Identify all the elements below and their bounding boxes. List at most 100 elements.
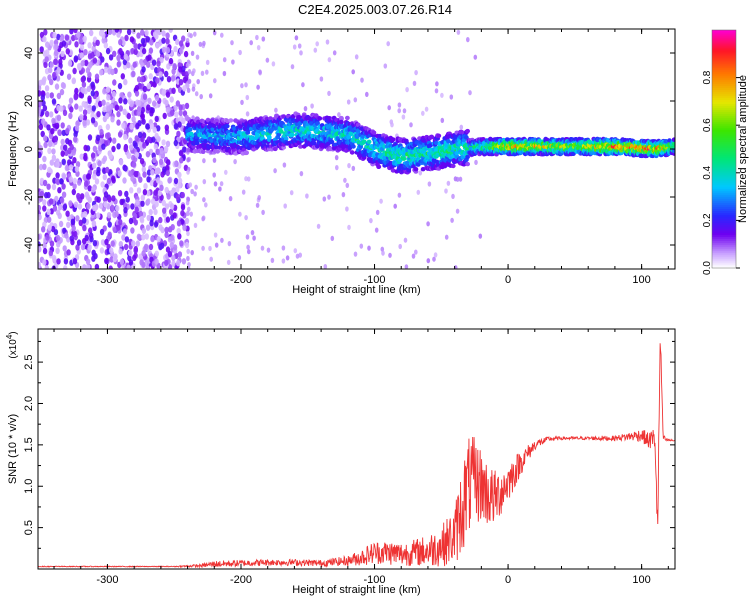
- spectrogram-cell: [72, 177, 78, 185]
- spectrogram-cell: [49, 39, 54, 46]
- spectrogram-cell: [87, 244, 92, 251]
- spectrogram-cell: [131, 240, 136, 247]
- spectrogram-cell: [212, 172, 216, 178]
- spectrogram-cell: [190, 50, 195, 57]
- spectrogram-cell: [50, 128, 55, 135]
- spectrogram-cell: [245, 94, 250, 101]
- spectrogram-cell: [64, 34, 70, 41]
- spectrogram-cell: [81, 100, 86, 108]
- spectrogram-cell: [388, 252, 392, 258]
- spectrogram-cell: [71, 188, 77, 196]
- spectrogram-cell: [316, 223, 321, 229]
- x-tick-label: 100: [632, 574, 650, 586]
- spectrogram-cell: [61, 191, 67, 198]
- spectrogram-cell: [120, 73, 126, 80]
- spectrogram-cell: [351, 165, 356, 171]
- spectrogram-cell: [256, 84, 260, 90]
- spectrogram-cell: [376, 164, 382, 169]
- spectrogram-cell: [70, 218, 76, 225]
- spectrogram-cell: [41, 118, 46, 125]
- spectrogram-cell: [293, 248, 298, 254]
- spectrogram-cell: [116, 224, 121, 231]
- x-tick-label: 100: [632, 274, 650, 286]
- spectrogram-cell: [466, 37, 470, 43]
- spectrogram-cell: [671, 137, 675, 142]
- spectrogram-cell: [199, 94, 203, 100]
- spectrogram-cell: [168, 29, 173, 33]
- spectrogram-cell: [118, 159, 124, 166]
- spectrogram-cell: [122, 177, 127, 184]
- spectrogram-cell: [83, 144, 88, 152]
- spectrogram-cell: [101, 37, 106, 44]
- spectrogram-cell: [53, 58, 59, 65]
- spectrogram-cell: [153, 143, 158, 150]
- spectrogram-cells: [38, 29, 675, 269]
- y-tick-label: 0: [23, 146, 35, 152]
- spectrogram-cell: [73, 56, 79, 63]
- spectrogram-cell: [141, 250, 146, 257]
- spectrogram-cell: [113, 253, 118, 260]
- spectrogram-cell: [172, 62, 177, 70]
- spectrogram-cell: [182, 76, 187, 84]
- spectrogram-cell: [124, 236, 130, 243]
- spectrogram-cell: [85, 258, 91, 265]
- spectrogram-cell: [118, 241, 124, 248]
- spectrogram-cell: [72, 258, 78, 265]
- spectrogram-cell: [139, 158, 145, 165]
- spectrogram-cell: [222, 57, 227, 63]
- spectrogram-cell: [53, 161, 58, 168]
- spectrogram-cell: [444, 188, 448, 194]
- spectrogram-cell: [160, 226, 165, 234]
- spectrogram-cell: [313, 47, 318, 53]
- y-tick-label: 40: [23, 47, 35, 59]
- spectrogram-cell: [46, 191, 51, 199]
- spectrogram-cell: [303, 106, 308, 112]
- spectrogram-cell: [178, 79, 184, 86]
- spectrogram-cell: [110, 116, 115, 123]
- spectrogram-cell: [80, 67, 86, 74]
- spectrogram-cell: [64, 232, 69, 239]
- spectrogram-cell: [250, 135, 255, 140]
- spectrogram-cell: [133, 170, 138, 178]
- spectrogram-cell: [75, 244, 80, 251]
- spectrogram-cell: [170, 75, 176, 82]
- spectrogram-cell: [317, 116, 323, 121]
- spectrogram-cell: [130, 203, 135, 210]
- spectrogram-cell: [404, 264, 409, 269]
- spectrogram-cell: [85, 263, 91, 269]
- spectrogram-cell: [129, 187, 134, 194]
- spectrogram-cell: [38, 151, 42, 159]
- spectrogram-cell: [74, 124, 80, 132]
- spectrogram-cell: [274, 107, 278, 113]
- spectrogram-cell: [49, 159, 54, 166]
- spectrogram-cell: [161, 46, 167, 53]
- spectrogram-cell: [40, 94, 45, 101]
- spectrogram-cell: [327, 194, 331, 200]
- spectrogram-cell: [205, 59, 210, 65]
- x-tick-label: -300: [96, 574, 118, 586]
- spectrogram-cell: [178, 66, 183, 73]
- spectrogram-cell: [132, 61, 137, 68]
- spectrogram-cell: [224, 169, 228, 175]
- spectrogram-cell: [465, 161, 470, 167]
- spectrogram-cell: [55, 122, 60, 129]
- spectrogram-cell: [285, 255, 290, 261]
- spectrogram-cell: [42, 36, 47, 43]
- spectrogram-cell: [140, 29, 145, 36]
- spectrogram-cell: [162, 166, 167, 173]
- spectrogram-cell: [102, 88, 107, 95]
- x-tick-label: -200: [230, 274, 252, 286]
- spectrogram-cell: [84, 180, 89, 187]
- spectrogram-cell: [42, 105, 48, 112]
- spectrogram-cell: [72, 67, 77, 75]
- spectrogram-cell: [198, 41, 203, 47]
- spectrogram-cell: [112, 50, 117, 57]
- spectrogram-cell: [121, 39, 126, 46]
- spectrogram-cell: [184, 217, 190, 225]
- spectrogram-cell: [179, 157, 184, 164]
- spectrogram-cell: [131, 161, 137, 168]
- spectrogram-cell: [246, 244, 250, 250]
- spectrogram-cell: [185, 200, 190, 206]
- spectrogram-cell: [393, 203, 398, 209]
- spectrogram-cell: [51, 154, 57, 161]
